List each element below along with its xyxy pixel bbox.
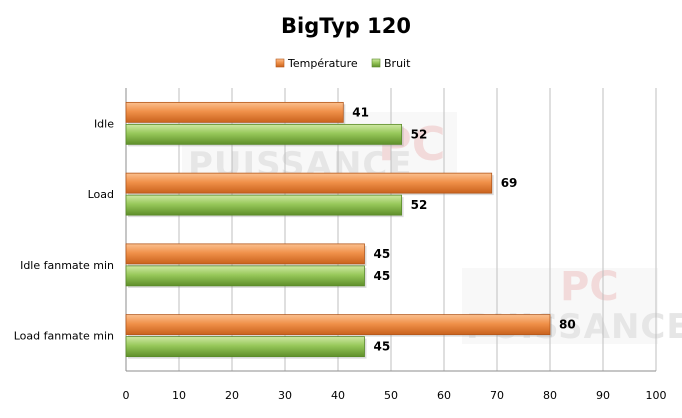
legend: Température Bruit <box>275 57 411 70</box>
bar-temperature <box>125 101 344 123</box>
bar-bruit <box>125 123 403 145</box>
bar-bruit <box>125 336 365 358</box>
x-tick-label: 50 <box>384 389 398 402</box>
x-tick-label: 80 <box>543 389 557 402</box>
bar-bruit <box>125 265 365 287</box>
bar-temperature <box>125 314 551 336</box>
x-tick-label: 30 <box>278 389 292 402</box>
x-tick-label: 0 <box>123 389 130 402</box>
legend-swatch-bruit <box>371 58 381 68</box>
category-label: Idle <box>94 117 114 130</box>
x-tick-label: 10 <box>172 389 186 402</box>
data-label: 41 <box>352 105 369 119</box>
chart-title: BigTyp 120 <box>281 14 411 38</box>
legend-swatch-temperature <box>275 58 285 68</box>
x-tick-label: 40 <box>331 389 345 402</box>
data-label: 69 <box>501 176 518 190</box>
category-labels: Idle Load Idle fanmate min Load fanmate min <box>14 117 114 342</box>
bar-temperature <box>125 172 493 194</box>
bars: 41 52 69 52 45 45 80 45 <box>125 101 576 359</box>
x-tick-label: 70 <box>490 389 504 402</box>
watermark: PUISSANCE PC PUISSANCE PC <box>182 112 682 347</box>
x-tick-label: 90 <box>596 389 610 402</box>
legend-label: Température <box>287 57 358 70</box>
x-tick-label: 100 <box>646 389 667 402</box>
data-label: 52 <box>411 127 428 141</box>
x-tick-label: 20 <box>225 389 239 402</box>
bar-temperature <box>125 243 365 265</box>
svg-text:PC: PC <box>560 264 619 310</box>
x-tick-label: 60 <box>437 389 451 402</box>
category-label: Load fanmate min <box>14 330 114 343</box>
category-label: Idle fanmate min <box>20 259 114 272</box>
bar-bruit <box>125 194 403 216</box>
x-axis-ticks: 0 10 20 30 40 50 60 70 80 90 100 <box>123 389 667 402</box>
data-label: 80 <box>559 318 576 332</box>
category-label: Load <box>88 188 114 201</box>
legend-label: Bruit <box>384 57 411 70</box>
data-label: 52 <box>411 198 428 212</box>
data-label: 45 <box>374 340 391 354</box>
data-label: 45 <box>374 247 391 261</box>
data-label: 45 <box>374 269 391 283</box>
